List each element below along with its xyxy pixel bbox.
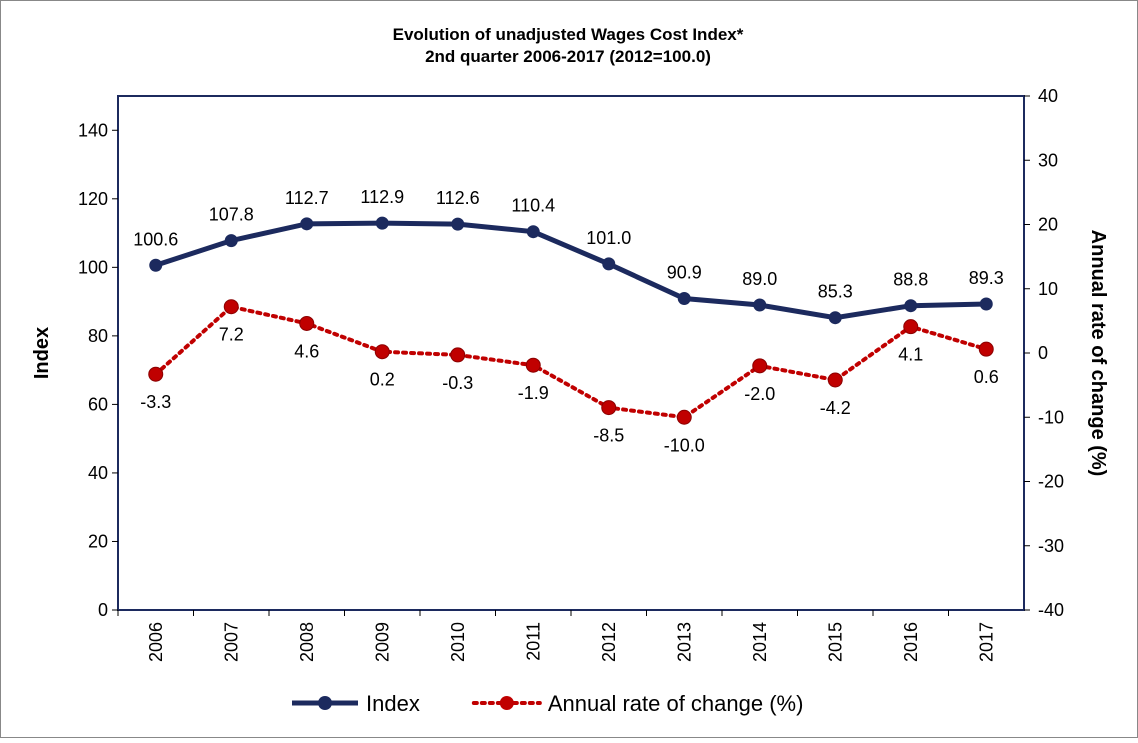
data-label: -2.0 xyxy=(744,384,775,404)
y2-tick-label: -30 xyxy=(1038,536,1064,556)
data-point xyxy=(979,297,993,311)
y2-tick-label: -20 xyxy=(1038,472,1064,492)
y-tick-label: 140 xyxy=(78,120,108,140)
data-label: -3.3 xyxy=(140,392,171,412)
data-label: 4.1 xyxy=(898,345,923,365)
data-label: 112.9 xyxy=(360,187,404,207)
data-point xyxy=(752,358,768,374)
y-axis-label: Index xyxy=(31,327,53,379)
data-point xyxy=(828,311,842,325)
data-point xyxy=(904,299,918,313)
data-label: -10.0 xyxy=(664,435,705,455)
data-point xyxy=(827,372,843,388)
x-tick-label: 2007 xyxy=(221,622,241,662)
y2-tick-label: -10 xyxy=(1038,407,1064,427)
data-label: 85.3 xyxy=(818,282,853,302)
data-label: 0.2 xyxy=(370,370,395,390)
x-tick-label: 2006 xyxy=(146,622,166,662)
data-label: 90.9 xyxy=(667,263,702,283)
chart-subtitle: 2nd quarter 2006-2017 (2012=100.0) xyxy=(425,47,711,66)
data-point xyxy=(299,315,315,331)
data-label: 89.0 xyxy=(742,269,777,289)
y2-tick-label: 10 xyxy=(1038,279,1058,299)
data-label: 101.0 xyxy=(586,228,631,248)
data-point xyxy=(601,400,617,416)
x-tick-label: 2013 xyxy=(674,622,694,662)
data-label: 88.8 xyxy=(893,270,928,290)
series-line xyxy=(153,304,989,420)
y-tick-label: 60 xyxy=(88,394,108,414)
data-label: 0.6 xyxy=(974,367,999,387)
y-tick-label: 40 xyxy=(88,463,108,483)
y2-tick-label: 20 xyxy=(1038,215,1058,235)
data-label: 7.2 xyxy=(219,325,244,345)
y-tick-label: 100 xyxy=(78,257,108,277)
data-point xyxy=(223,299,239,315)
data-point xyxy=(526,225,540,239)
data-label: -4.2 xyxy=(820,398,851,418)
legend-label: Annual rate of change (%) xyxy=(548,691,804,716)
data-label: 107.8 xyxy=(209,205,254,225)
data-label: 110.4 xyxy=(511,196,555,216)
data-point xyxy=(374,344,390,360)
data-point xyxy=(677,292,691,306)
x-tick-label: 2015 xyxy=(825,622,845,662)
x-tick-label: 2010 xyxy=(448,622,468,662)
data-label: 112.6 xyxy=(436,188,480,208)
y-tick-label: 20 xyxy=(88,531,108,551)
data-point xyxy=(224,234,238,248)
y-tick-label: 0 xyxy=(98,600,108,620)
data-label: -0.3 xyxy=(442,373,473,393)
data-point xyxy=(602,257,616,271)
x-tick-label: 2008 xyxy=(297,622,317,662)
data-label: 112.7 xyxy=(285,188,329,208)
data-point xyxy=(903,319,919,335)
x-tick-label: 2016 xyxy=(901,622,921,662)
series-line xyxy=(154,220,987,321)
legend-label: Index xyxy=(366,691,420,716)
data-point xyxy=(753,298,767,312)
x-tick-label: 2017 xyxy=(976,622,996,662)
data-label: 100.6 xyxy=(133,229,178,249)
data-point xyxy=(978,341,994,357)
x-tick-label: 2012 xyxy=(599,622,619,662)
y2-tick-label: -40 xyxy=(1038,600,1064,620)
data-label: 89.3 xyxy=(969,268,1004,288)
data-point xyxy=(450,347,466,363)
x-tick-label: 2011 xyxy=(523,622,543,661)
data-point xyxy=(149,258,163,272)
data-label: -8.5 xyxy=(593,426,624,446)
y2-tick-label: 40 xyxy=(1038,86,1058,106)
data-point xyxy=(300,217,314,231)
data-point xyxy=(375,216,389,230)
data-point xyxy=(451,217,465,231)
y-tick-label: 80 xyxy=(88,326,108,346)
y-tick-label: 120 xyxy=(78,189,108,209)
x-tick-label: 2009 xyxy=(372,622,392,662)
x-tick-label: 2014 xyxy=(750,622,770,662)
data-point xyxy=(525,357,541,373)
legend-marker xyxy=(318,696,332,710)
data-label: -1.9 xyxy=(518,383,549,403)
y2-tick-label: 30 xyxy=(1038,150,1058,170)
y2-axis-label: Annual rate of change (%) xyxy=(1087,230,1109,477)
data-point xyxy=(148,366,164,382)
chart-title: Evolution of unadjusted Wages Cost Index… xyxy=(393,25,744,44)
data-label: 4.6 xyxy=(294,341,319,361)
data-point xyxy=(676,409,692,425)
y2-tick-label: 0 xyxy=(1038,343,1048,363)
legend-marker xyxy=(499,696,514,710)
